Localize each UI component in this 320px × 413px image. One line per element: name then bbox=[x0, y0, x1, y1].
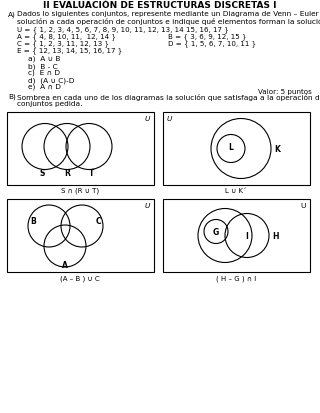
Text: B: B bbox=[30, 216, 36, 225]
Text: (A – B ) ∪ C: (A – B ) ∪ C bbox=[60, 274, 100, 281]
Text: U = { 1, 2, 3, 4, 5, 6, 7, 8, 9, 10, 11, 12, 13, 14 15, 16, 17 }: U = { 1, 2, 3, 4, 5, 6, 7, 8, 9, 10, 11,… bbox=[17, 26, 229, 33]
Text: A = { 4, 8, 10, 11,  12, 14 }: A = { 4, 8, 10, 11, 12, 14 } bbox=[17, 33, 116, 40]
Text: c)  E ∩ D: c) E ∩ D bbox=[28, 70, 60, 76]
Text: B): B) bbox=[8, 94, 16, 100]
Text: Valor: 5 puntos: Valor: 5 puntos bbox=[258, 89, 312, 95]
Bar bbox=[7, 199, 154, 272]
Text: Sombrea en cada uno de los diagramas la solución que satisfaga a la operación de: Sombrea en cada uno de los diagramas la … bbox=[17, 94, 320, 101]
Text: conjuntos pedida.: conjuntos pedida. bbox=[17, 101, 83, 107]
Text: A): A) bbox=[8, 11, 16, 17]
Text: d)  (A ∪ C)-D: d) (A ∪ C)-D bbox=[28, 77, 74, 83]
Text: C = { 1, 2, 3, 11, 12, 13 }: C = { 1, 2, 3, 11, 12, 13 } bbox=[17, 40, 109, 47]
Text: C: C bbox=[95, 216, 101, 225]
Text: U: U bbox=[145, 116, 150, 122]
Text: H: H bbox=[272, 231, 278, 240]
Text: U: U bbox=[300, 202, 306, 209]
Text: G: G bbox=[213, 228, 219, 236]
Text: I: I bbox=[245, 231, 248, 240]
Text: E = { 12, 13, 14, 15, 16, 17 }: E = { 12, 13, 14, 15, 16, 17 } bbox=[17, 47, 122, 54]
Text: II EVALUACIÓN DE ESTRUCTURAS DISCRETAS I: II EVALUACIÓN DE ESTRUCTURAS DISCRETAS I bbox=[43, 1, 277, 10]
Text: L: L bbox=[228, 142, 233, 152]
Text: U: U bbox=[145, 202, 150, 209]
Bar bbox=[7, 113, 154, 185]
Text: b)  B - C: b) B - C bbox=[28, 63, 58, 69]
Text: a)  A ∪ B: a) A ∪ B bbox=[28, 56, 60, 62]
Text: ( H – G ) ∩ I: ( H – G ) ∩ I bbox=[216, 274, 256, 281]
Text: U: U bbox=[167, 116, 172, 122]
Text: A: A bbox=[62, 260, 68, 269]
Bar bbox=[163, 199, 310, 272]
Text: L ∪ K´: L ∪ K´ bbox=[225, 188, 247, 194]
Text: D = { 1, 5, 6, 7, 10, 11 }: D = { 1, 5, 6, 7, 10, 11 } bbox=[168, 40, 256, 47]
Text: B = { 3, 6, 9, 12, 15 }: B = { 3, 6, 9, 12, 15 } bbox=[168, 33, 246, 40]
Text: solución a cada operación de conjuntos e indique qué elementos forman la solució: solución a cada operación de conjuntos e… bbox=[17, 18, 320, 25]
Bar bbox=[163, 113, 310, 185]
Text: K: K bbox=[274, 145, 280, 154]
Text: S: S bbox=[39, 169, 45, 178]
Text: T: T bbox=[89, 169, 95, 178]
Text: S ∩ (R ∪ T): S ∩ (R ∪ T) bbox=[61, 188, 99, 194]
Text: Dados lo siguientes conjuntos, represente mediante un Diagrama de Venn – Euler l: Dados lo siguientes conjuntos, represent… bbox=[17, 11, 320, 17]
Text: R: R bbox=[64, 169, 70, 178]
Text: e)  A ∩ D: e) A ∩ D bbox=[28, 84, 61, 90]
